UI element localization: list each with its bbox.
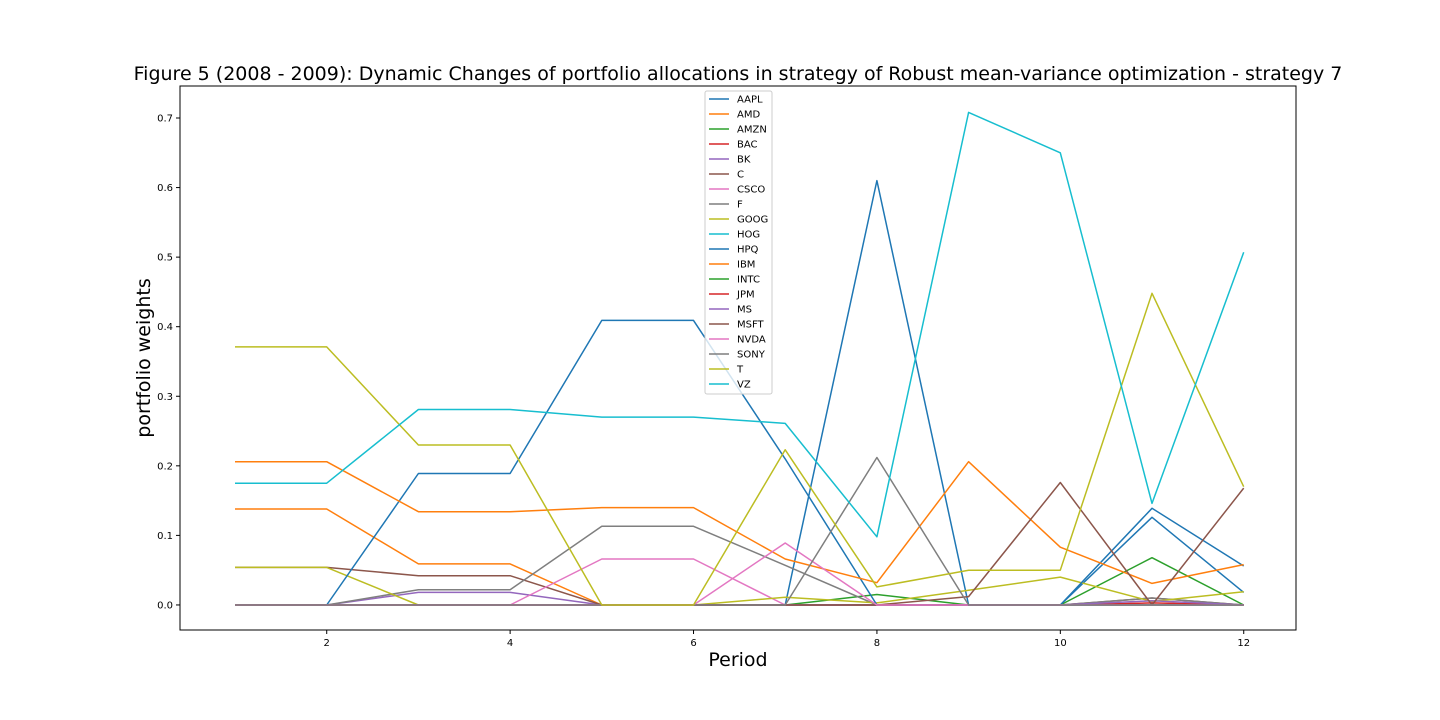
legend-label: JPM: [736, 290, 755, 301]
legend-label: MSFT: [737, 320, 765, 331]
legend-label: F: [737, 200, 743, 211]
y-tick-label: 0.3: [157, 392, 173, 403]
y-tick-label: 0.6: [157, 183, 173, 194]
x-tick-label: 2: [324, 638, 330, 649]
series-line-t: [235, 292, 1245, 606]
legend-label: INTC: [737, 275, 760, 286]
x-axis-label: Period: [708, 649, 767, 671]
legend-label: HOG: [737, 230, 760, 241]
y-tick-label: 0.5: [157, 253, 173, 264]
legend-label: T: [736, 365, 744, 376]
legend-label: HPQ: [737, 245, 759, 256]
legend-label: SONY: [737, 350, 766, 361]
chart-title: Figure 5 (2008 - 2009): Dynamic Changes …: [134, 63, 1343, 85]
legend-label: BAC: [737, 140, 758, 151]
y-tick-label: 0.0: [157, 600, 173, 611]
series-line-vz: [235, 111, 1245, 538]
legend-label: C: [737, 170, 744, 181]
x-tick-label: 6: [690, 638, 696, 649]
y-axis-label: portfolio weights: [133, 278, 155, 437]
y-tick-label: 0.1: [157, 531, 173, 542]
legend-label: IBM: [737, 260, 755, 271]
legend-label: AMD: [737, 110, 760, 121]
legend-label: MS: [737, 305, 752, 316]
x-tick-label: 4: [507, 638, 513, 649]
series-line-sony: [235, 456, 1244, 606]
x-tick-label: 12: [1237, 638, 1250, 649]
legend-label: NVDA: [737, 335, 766, 346]
legend-label: BK: [737, 155, 751, 166]
legend-label: AAPL: [737, 95, 763, 106]
legend-label: CSCO: [737, 185, 765, 196]
series-line-goog: [235, 566, 1244, 606]
y-tick-label: 0.7: [157, 114, 173, 125]
x-axis: 2 4 6 8 10 12: [324, 630, 1250, 649]
x-tick-label: 10: [1054, 638, 1067, 649]
series-line-ibm: [235, 460, 1244, 585]
legend-label: GOOG: [737, 215, 768, 226]
x-tick-label: 8: [874, 638, 880, 649]
y-axis: 0.0 0.1 0.2 0.3 0.4 0.5 0.6 0.7: [157, 114, 180, 611]
legend-label: AMZN: [737, 125, 767, 136]
y-tick-label: 0.4: [157, 322, 173, 333]
legend-label: VZ: [737, 380, 751, 391]
legend-frame: [704, 90, 773, 395]
y-tick-label: 0.2: [157, 461, 173, 472]
legend: AAPL AMD AMZN BAC BK C CSCO F GOOG HOG HPQ IBM INTC J…: [704, 90, 773, 395]
